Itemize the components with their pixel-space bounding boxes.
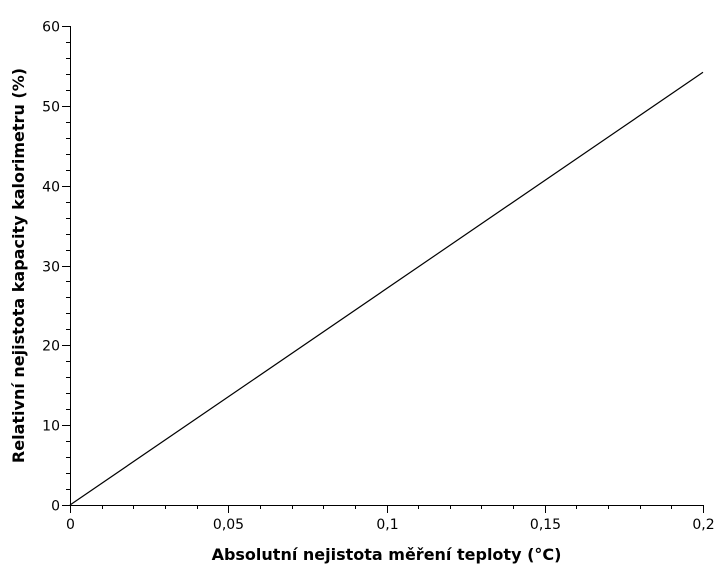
x-tick-label: 0,2	[692, 517, 714, 533]
x-tick-label: 0,05	[213, 517, 244, 533]
series-line	[69, 71, 704, 506]
x-tick-label: 0,1	[376, 517, 398, 533]
y-tick-label: 40	[42, 180, 60, 196]
y-tick-label: 30	[42, 260, 60, 276]
y-tick-labels: 0 10 20 30 40 50 60	[42, 20, 60, 515]
x-tick-label: 0,15	[530, 517, 561, 533]
y-tick-label: 0	[51, 499, 60, 515]
y-axis-title: Relativní nejistota kapacity kalorimetru…	[9, 68, 28, 463]
y-tick-label: 50	[42, 100, 60, 116]
major-ticks	[62, 26, 704, 513]
y-tick-label: 10	[42, 419, 60, 435]
x-axis-title: Absolutní nejistota měření teploty (°C)	[212, 545, 562, 564]
y-tick-label: 60	[42, 20, 60, 36]
y-tick-label: 20	[42, 339, 60, 355]
series-group	[69, 71, 704, 506]
x-tick-label: 0	[66, 517, 75, 533]
x-tick-labels: 0 0,05 0,1 0,15 0,2	[66, 517, 715, 533]
minor-ticks	[66, 26, 704, 509]
